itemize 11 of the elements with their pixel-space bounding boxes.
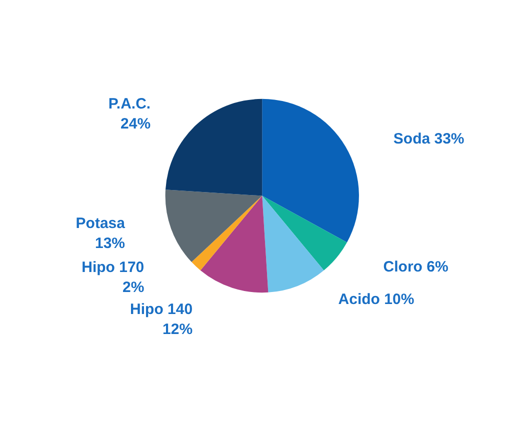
slice-label: Hipo 170 (82, 258, 144, 276)
slice-label: Potasa (76, 215, 126, 232)
slice-label: P.A.C. (108, 96, 151, 113)
data-label: 24% (120, 116, 151, 133)
data-label: 13% (94, 235, 126, 252)
slice-label: Hipo 140 (130, 300, 193, 318)
slice-label: Cloro 6% (383, 258, 448, 276)
data-label: 2% (122, 278, 144, 296)
slice-label: Acido 10% (338, 291, 414, 308)
slice-label: Soda 33% (393, 130, 464, 148)
data-label: 12% (162, 320, 193, 338)
